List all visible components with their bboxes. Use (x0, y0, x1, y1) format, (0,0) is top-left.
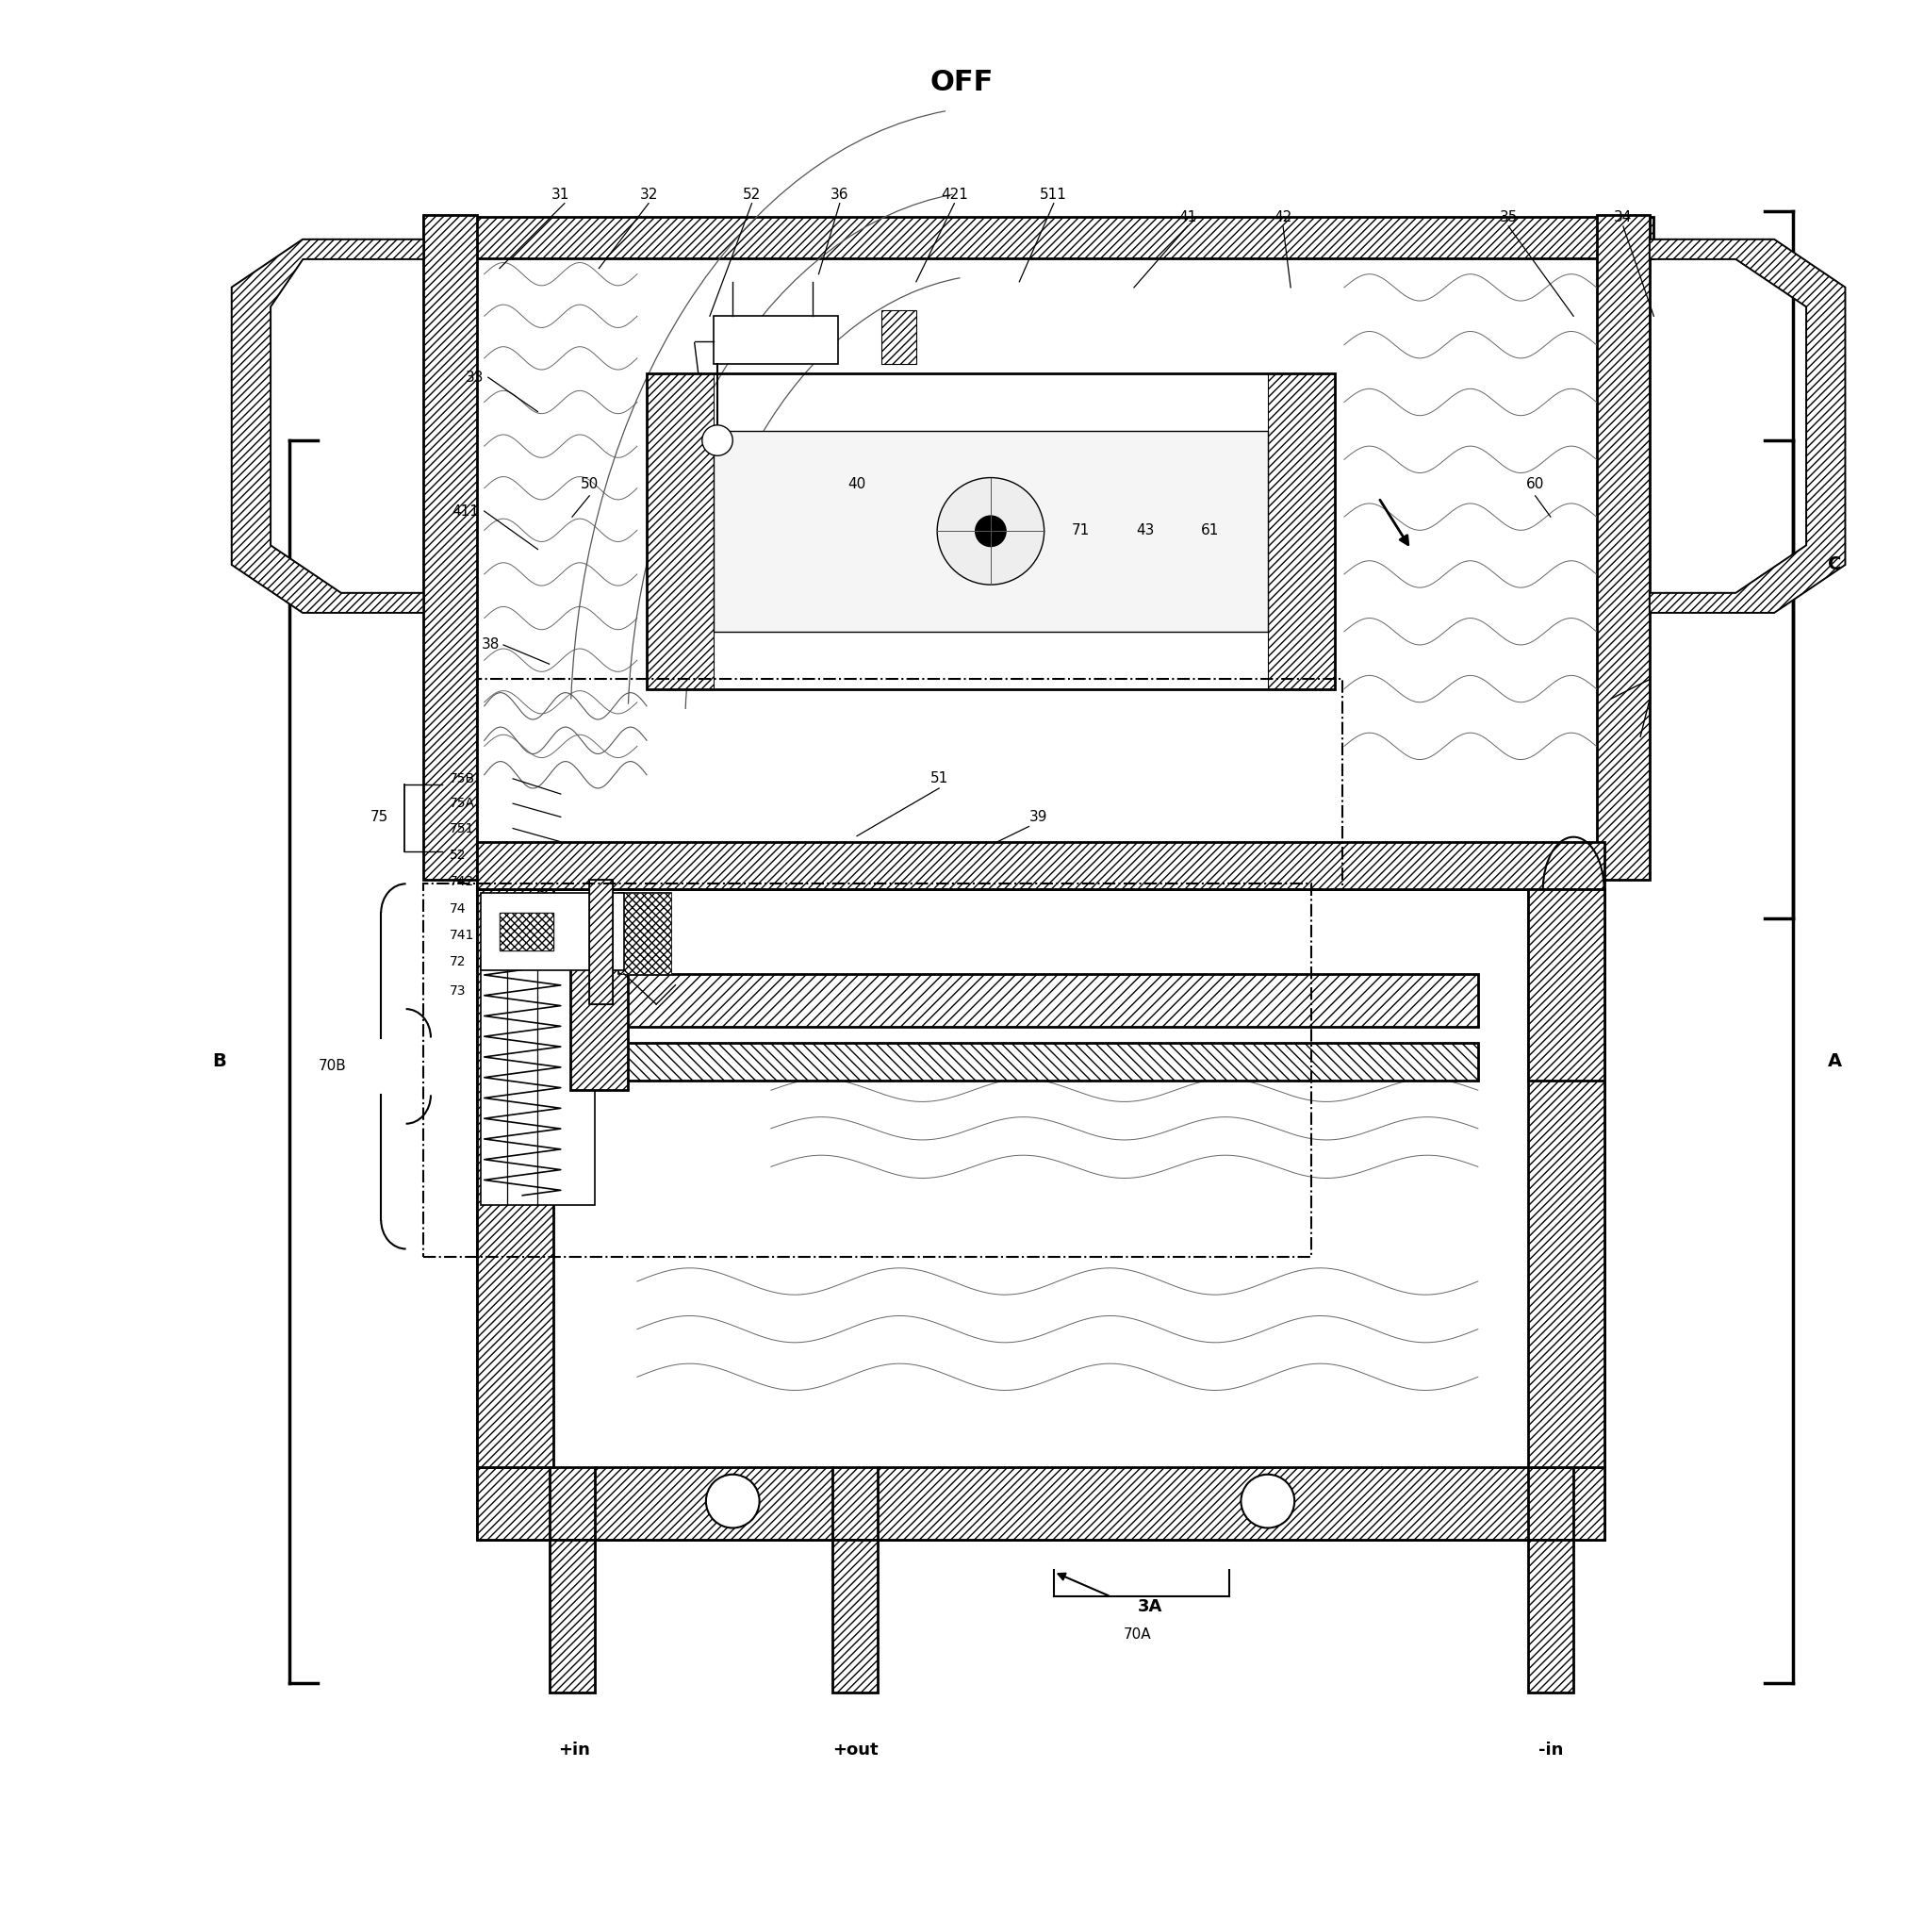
Bar (618, 1043, 1478, 1080)
Bar (477, 680, 1343, 889)
Text: -in: -in (1537, 1741, 1562, 1758)
Text: 52: 52 (450, 848, 466, 862)
Text: 40: 40 (848, 477, 866, 491)
Text: 34: 34 (1614, 211, 1632, 224)
Bar (881, 311, 916, 363)
Bar (477, 842, 1605, 889)
Circle shape (706, 1474, 760, 1528)
Bar (423, 216, 1655, 259)
Text: 411: 411 (452, 504, 479, 518)
Bar (1528, 1540, 1574, 1692)
Text: 70A: 70A (1124, 1629, 1152, 1642)
Bar (714, 317, 837, 363)
Text: 751: 751 (450, 821, 475, 835)
Text: 43: 43 (1137, 524, 1154, 537)
Bar (1528, 889, 1605, 1080)
Text: 3A: 3A (1137, 1598, 1162, 1615)
Text: 41: 41 (1177, 211, 1197, 224)
Text: 75: 75 (371, 810, 389, 823)
Text: 31: 31 (552, 187, 570, 201)
Text: 42: 42 (1274, 211, 1293, 224)
Text: 71: 71 (1072, 524, 1089, 537)
Circle shape (975, 516, 1006, 547)
Text: B: B (212, 1053, 227, 1070)
Text: 32: 32 (639, 187, 658, 201)
Circle shape (1241, 1474, 1295, 1528)
Text: 511: 511 (1041, 187, 1068, 201)
Bar (477, 1466, 1605, 1540)
Bar (1597, 214, 1651, 879)
Text: +in: +in (558, 1741, 591, 1758)
Bar (646, 373, 1335, 690)
Bar (477, 259, 1597, 842)
Bar (481, 893, 623, 970)
Polygon shape (233, 240, 423, 612)
Polygon shape (1651, 240, 1845, 612)
Text: 35: 35 (1499, 211, 1518, 224)
Bar (714, 431, 1268, 632)
Bar (618, 974, 1478, 1028)
Text: 52: 52 (743, 187, 760, 201)
Bar (1528, 1540, 1574, 1692)
Bar (831, 1540, 877, 1692)
Text: 36: 36 (831, 187, 848, 201)
Bar (477, 889, 1605, 1540)
Text: 741: 741 (450, 929, 475, 943)
Text: 70B: 70B (319, 1059, 346, 1074)
Text: 60: 60 (1526, 477, 1545, 491)
Text: 72: 72 (450, 956, 466, 968)
Text: 75B: 75B (450, 773, 475, 784)
Bar (570, 960, 627, 1090)
Bar (477, 889, 552, 1466)
Bar (646, 373, 714, 690)
Text: 742: 742 (450, 875, 475, 889)
Bar (477, 889, 552, 1466)
Text: 421: 421 (941, 187, 968, 201)
Bar (477, 1466, 1605, 1540)
Polygon shape (233, 240, 423, 612)
Text: 51: 51 (929, 771, 949, 786)
Bar (618, 893, 671, 974)
Bar (1528, 889, 1605, 1080)
Bar (1268, 373, 1335, 690)
Bar (589, 879, 612, 1005)
Bar (423, 216, 1655, 259)
Text: 50: 50 (581, 477, 598, 491)
Text: OFF: OFF (929, 70, 995, 97)
Text: 61: 61 (1201, 524, 1220, 537)
Bar (423, 214, 477, 879)
Bar (423, 883, 1312, 1256)
Text: 75A: 75A (450, 796, 475, 810)
Circle shape (702, 425, 733, 456)
Bar (1528, 889, 1605, 1466)
Bar (500, 912, 552, 951)
Bar (618, 974, 1478, 1028)
Text: C: C (1828, 556, 1841, 574)
Text: 39: 39 (1029, 810, 1049, 823)
Bar (500, 912, 552, 951)
Polygon shape (1651, 240, 1845, 612)
Text: +out: +out (831, 1741, 877, 1758)
Circle shape (937, 477, 1045, 585)
Bar (589, 879, 612, 1005)
Bar (477, 842, 1605, 889)
Text: A: A (1828, 1053, 1841, 1070)
Bar (570, 960, 627, 1090)
Bar (548, 1540, 595, 1692)
Bar (423, 214, 477, 879)
Text: 74: 74 (450, 902, 466, 916)
Text: 73: 73 (450, 983, 466, 997)
Bar (618, 893, 671, 974)
Bar (548, 1540, 595, 1692)
Bar (831, 1540, 877, 1692)
Text: 38: 38 (481, 638, 500, 651)
Bar (481, 956, 595, 1206)
Bar (618, 1043, 1478, 1080)
Bar (1597, 214, 1651, 879)
Bar (1528, 889, 1605, 1466)
Text: 33: 33 (466, 371, 485, 384)
